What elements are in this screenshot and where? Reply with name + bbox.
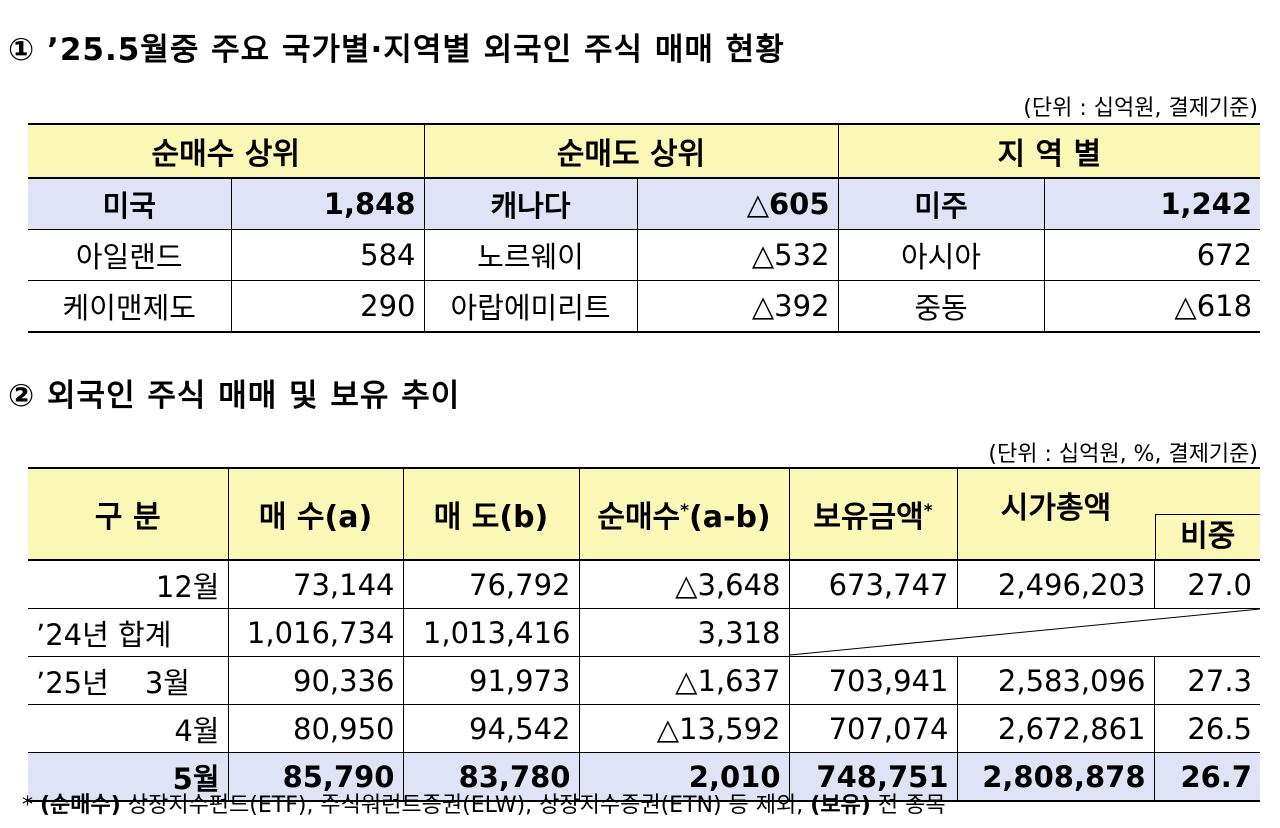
buy-cell: 90,336 [227,656,404,705]
net-cell: △1,637 [578,656,790,705]
header-category: 구 분 [28,467,229,561]
region-value: 1,242 [1043,177,1261,230]
section1-title: ① ’25.5월중 주요 국가별·지역별 외국인 주식 매매 현황 [8,32,785,68]
header-net-buy-top: 순매수 상위 [28,123,425,179]
header-by-region: 지 역 별 [837,123,1261,179]
region-value: △618 [1043,280,1261,333]
header-market-cap-group: 시가총액 비중 [956,467,1260,561]
buy-cell: 80,950 [227,704,404,753]
sell-country: 아랍에미리트 [423,280,638,333]
sell-value: △532 [636,229,839,281]
region-name: 미주 [837,177,1045,230]
country-trading-table: 순매수 상위 순매도 상위 지 역 별 미국 1,848 캐나다 △605 미주… [28,123,1261,333]
section2-title: ② 외국인 주식 매매 및 보유 추이 [8,378,461,414]
diagonal-line [790,609,1260,656]
footnote: * (순매수) 상장지수펀드(ETF), 주식워런트증권(ELW), 상장지수증… [22,787,946,819]
row-label-period: 3월 [144,665,190,700]
footnote-hold-label: (보유) [810,793,871,818]
ratio-cell: 27.3 [1153,656,1260,705]
region-name: 아시아 [837,229,1045,281]
market-cap-cell: 2,808,878 [956,752,1155,802]
buy-cell: 1,016,734 [227,608,404,657]
sell-cell: 76,792 [402,559,580,609]
ratio-cell: 26.5 [1153,704,1260,753]
header-buy: 매 수(a) [227,467,404,561]
buy-cell: 85,790 [227,752,404,802]
header-holdings: 보유금액* [788,467,958,561]
sell-cell: 91,973 [402,656,580,705]
net-cell: 3,318 [578,608,790,657]
holdings-cell: 703,941 [788,656,958,705]
row-label: ’25년 3월 [28,656,229,705]
empty-merged-cell [788,608,1260,657]
region-name: 중동 [837,280,1045,333]
table-row: 미국 1,848 캐나다 △605 미주 1,242 [28,177,1261,230]
table-header-row: 순매수 상위 순매도 상위 지 역 별 [28,123,1261,179]
footnote-net-text: 상장지수펀드(ETF), 주식워런트증권(ELW), 상장지수증권(ETN) 등… [127,793,804,818]
buy-cell: 73,144 [227,559,404,609]
net-cell: 2,010 [578,752,790,802]
sell-cell: 94,542 [402,704,580,753]
table-row: 5월 85,790 83,780 2,010 748,751 2,808,878… [28,752,1260,802]
holdings-trend-table: 구 분 매 수(a) 매 도(b) 순매수*(a-b) 보유금액* 시가총액 비… [28,467,1260,802]
ratio-cell: 27.0 [1153,559,1260,609]
header-net-label: 순매수 [597,500,681,535]
header-net-buy: 순매수*(a-b) [578,467,790,561]
footnote-net-label: (순매수) [40,793,121,818]
section1-unit: (단위 : 십억원, 결제기준) [1023,96,1258,121]
footnote-hold-text: 전 종목 [877,793,946,818]
holdings-cell: 707,074 [788,704,958,753]
header-net-sell-top: 순매도 상위 [423,123,839,179]
header-holdings-asterisk: * [923,501,933,521]
table-row: ’25년 3월 90,336 91,973 △1,637 703,941 2,58… [28,656,1260,705]
buy-value: 290 [230,280,425,333]
buy-country: 미국 [28,177,232,230]
sell-cell: 1,013,416 [402,608,580,657]
row-label-year: ’24년 [36,617,109,652]
sell-country: 캐나다 [423,177,638,230]
row-label: 12월 [28,559,229,609]
buy-value: 584 [230,229,425,281]
header-net-suffix: (a-b) [689,500,771,535]
market-cap-cell: 2,672,861 [956,704,1155,753]
sell-country: 노르웨이 [423,229,638,281]
section2-unit: (단위 : 십억원, %, 결제기준) [988,442,1258,467]
row-label: 4월 [28,704,229,753]
holdings-cell: 748,751 [788,752,958,802]
buy-country: 아일랜드 [28,229,232,281]
holdings-cell: 673,747 [788,559,958,609]
row-label: ’24년 합계 [28,608,229,657]
header-market-cap: 시가총액 [1000,491,1112,526]
row-label-period: 합계 [118,617,172,652]
net-cell: △3,648 [578,559,790,609]
table-row: ’24년 합계 1,016,734 1,013,416 3,318 [28,608,1260,657]
ratio-cell: 26.7 [1153,752,1260,802]
sell-value: △605 [636,177,839,230]
table-row: 아일랜드 584 노르웨이 △532 아시아 672 [28,229,1261,281]
sell-value: △392 [636,280,839,333]
header-sell: 매 도(b) [402,467,580,561]
table-header-row: 구 분 매 수(a) 매 도(b) 순매수*(a-b) 보유금액* 시가총액 비… [28,467,1260,561]
header-ratio: 비중 [1154,514,1260,558]
row-label-year: ’25년 [36,665,109,700]
sell-cell: 83,780 [402,752,580,802]
header-holdings-label: 보유금액 [813,500,924,535]
row-label: 5월 [28,752,229,802]
region-value: 672 [1043,229,1261,281]
market-cap-cell: 2,496,203 [956,559,1155,609]
table-row: 4월 80,950 94,542 △13,592 707,074 2,672,8… [28,704,1260,753]
net-cell: △13,592 [578,704,790,753]
buy-value: 1,848 [230,177,425,230]
header-net-asterisk: * [680,501,690,521]
market-cap-cell: 2,583,096 [956,656,1155,705]
table-row: 12월 73,144 76,792 △3,648 673,747 2,496,2… [28,559,1260,609]
table-row: 케이맨제도 290 아랍에미리트 △392 중동 △618 [28,280,1261,333]
footnote-star: * [22,793,33,818]
buy-country: 케이맨제도 [28,280,232,333]
